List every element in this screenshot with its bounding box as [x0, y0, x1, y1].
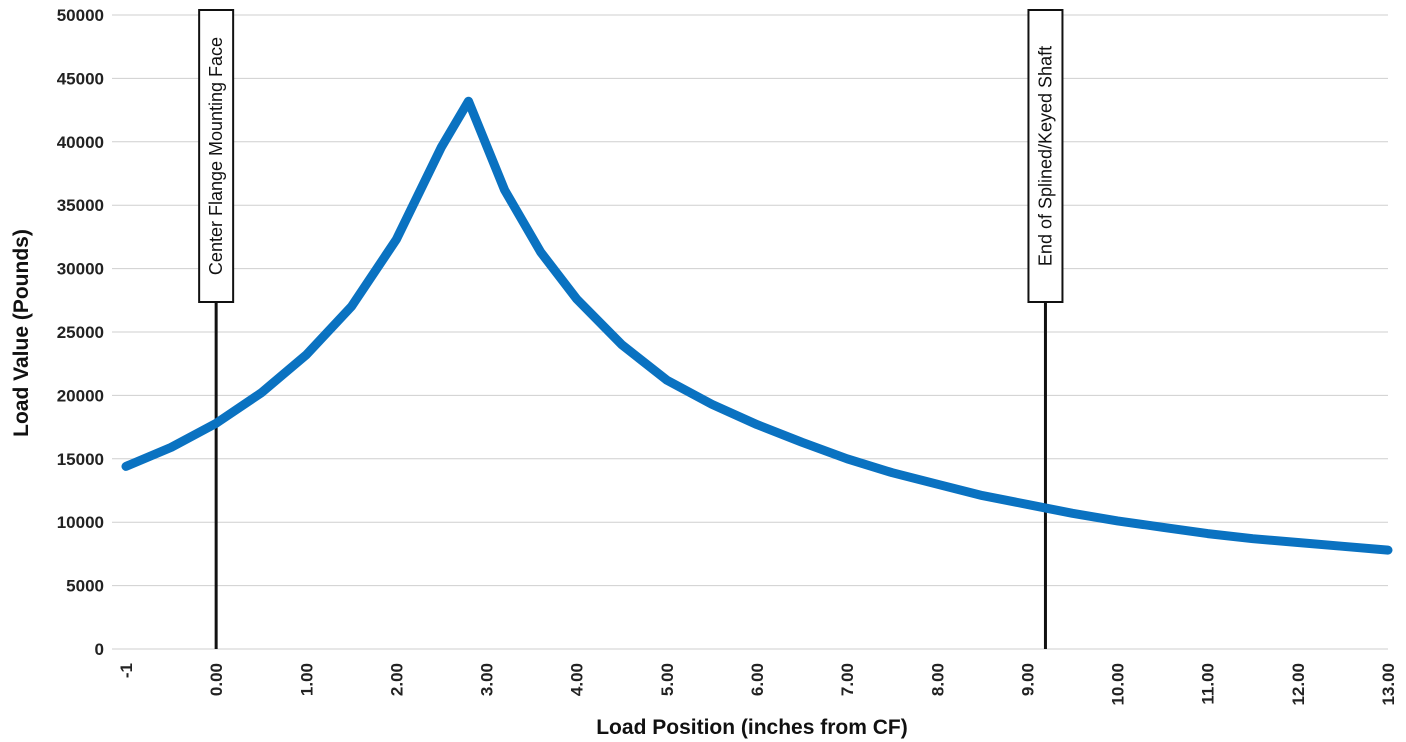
data-point: [394, 237, 398, 241]
marker-label-box: [198, 9, 235, 303]
y-tick-label: 10000: [57, 513, 104, 532]
x-tick-label: 5.00: [658, 663, 677, 696]
y-tick-label: 50000: [57, 6, 104, 25]
data-point: [1206, 532, 1210, 536]
data-point: [214, 421, 218, 425]
x-axis-title: Load Position (inches from CF): [596, 716, 908, 739]
data-point: [304, 353, 308, 357]
y-axis-title: Load Value (Pounds): [10, 229, 33, 437]
data-point: [539, 250, 543, 254]
x-tick-label: 2.00: [387, 663, 406, 696]
y-tick-label: 40000: [57, 133, 104, 152]
x-tick-label: 10.00: [1109, 663, 1128, 706]
data-point: [1296, 540, 1300, 544]
series-layer: [121, 96, 1393, 555]
data-point: [1341, 544, 1345, 548]
y-tick-label: 5000: [66, 577, 104, 596]
data-point: [755, 423, 759, 427]
x-tick-label: 6.00: [748, 663, 767, 696]
y-tick-label: 0: [95, 640, 104, 659]
y-tick-label: 35000: [57, 196, 104, 215]
x-tick-label: 12.00: [1289, 663, 1308, 706]
data-point: [890, 471, 894, 475]
data-point: [1386, 548, 1390, 552]
marker-label-box: [1027, 9, 1064, 303]
data-point: [710, 402, 714, 406]
x-tick-label: 11.00: [1199, 663, 1218, 705]
x-tick-label: 7.00: [838, 663, 857, 696]
y-tick-label: 20000: [57, 386, 104, 405]
x-tick-label: 9.00: [1018, 663, 1037, 696]
data-point: [259, 391, 263, 395]
vertical-markers: Center Flange Mounting Face End of Spline…: [198, 9, 1064, 649]
x-tick-label: 8.00: [928, 663, 947, 696]
y-tick-label: 25000: [57, 323, 104, 342]
x-tick-label: 0.00: [207, 663, 226, 696]
data-point: [440, 145, 444, 149]
y-tick-label: 15000: [57, 450, 104, 469]
data-point: [1071, 511, 1075, 515]
y-tick-label: 45000: [57, 69, 104, 88]
data-point: [124, 464, 128, 468]
data-point: [800, 440, 804, 444]
data-point: [503, 188, 507, 192]
x-tick-label: 13.00: [1379, 663, 1398, 706]
data-point: [1161, 525, 1165, 529]
marker-label: End of Splined/Keyed Shaft: [1035, 46, 1055, 266]
data-point: [1116, 519, 1120, 523]
data-point: [169, 445, 173, 449]
y-tick-label: 30000: [57, 260, 104, 279]
data-point: [845, 457, 849, 461]
x-tick-label: 3.00: [478, 663, 497, 696]
x-tick-label: 4.00: [568, 663, 587, 696]
series-line: [121, 96, 1393, 555]
data-point: [349, 305, 353, 309]
data-point: [575, 297, 579, 301]
data-point: [467, 99, 471, 103]
y-axis-ticks: 0 5000 10000 15000 20000 25000 30000 35000 40000…: [57, 6, 104, 659]
data-point: [665, 378, 669, 382]
marker-label: Center Flange Mounting Face: [206, 37, 226, 275]
data-point: [935, 482, 939, 486]
data-point: [620, 343, 624, 347]
data-point: [1025, 502, 1029, 506]
x-axis-ticks: -1 0.00 1.00 2.00 3.00 4.00 5.00 6.00 7.00 8.00 9.…: [117, 663, 1398, 706]
x-tick-label: -1: [117, 663, 136, 678]
x-tick-label: 1.00: [297, 663, 316, 696]
gridlines: [112, 14, 1388, 650]
data-point: [980, 494, 984, 498]
data-point: [1251, 537, 1255, 541]
